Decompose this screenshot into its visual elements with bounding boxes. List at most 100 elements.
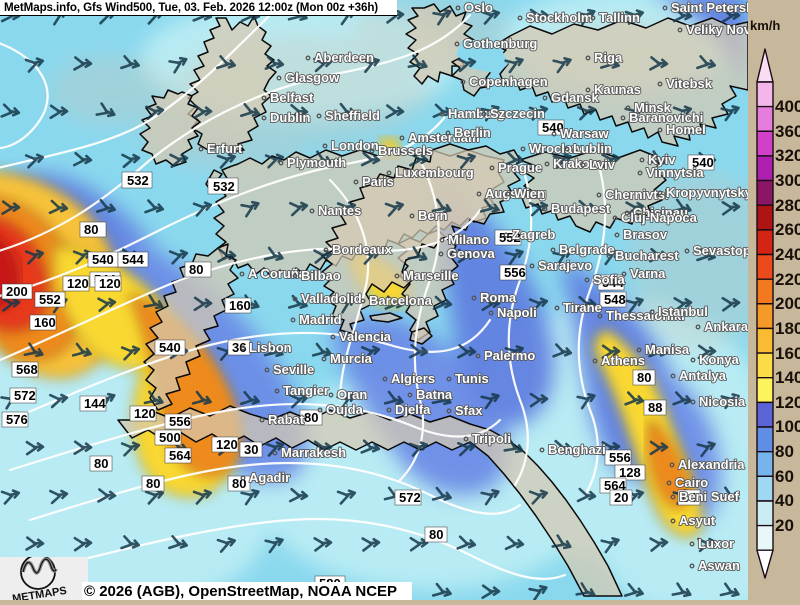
svg-text:160: 160 (34, 315, 56, 330)
svg-text:Bilbao: Bilbao (301, 268, 341, 283)
svg-text:572: 572 (14, 388, 36, 403)
svg-text:Luxembourg: Luxembourg (395, 165, 474, 180)
svg-text:200: 200 (6, 284, 28, 299)
svg-text:80: 80 (94, 456, 108, 471)
svg-text:532: 532 (213, 179, 235, 194)
svg-text:Sarajevo: Sarajevo (538, 258, 592, 273)
svg-text:Glasgow: Glasgow (285, 70, 340, 85)
svg-text:Genova: Genova (447, 246, 495, 261)
svg-text:220: 220 (775, 270, 800, 289)
svg-text:Valladolid: Valladolid (301, 291, 362, 306)
svg-text:Paris: Paris (362, 174, 394, 189)
svg-text:Asyut: Asyut (679, 513, 716, 528)
svg-text:100: 100 (775, 417, 800, 436)
svg-text:Alexandria: Alexandria (678, 457, 745, 472)
svg-text:Istanbul: Istanbul (658, 304, 708, 319)
svg-text:Riga: Riga (594, 50, 623, 65)
svg-text:Valencia: Valencia (339, 329, 392, 344)
svg-text:88: 88 (648, 400, 662, 415)
svg-text:Szczecin: Szczecin (490, 106, 545, 121)
svg-text:Erfurt: Erfurt (207, 141, 243, 156)
svg-text:564: 564 (169, 448, 191, 463)
svg-text:20: 20 (775, 516, 794, 535)
svg-text:556: 556 (609, 450, 631, 465)
svg-text:572: 572 (399, 490, 421, 505)
svg-text:548: 548 (604, 292, 626, 307)
svg-text:Marrakesh: Marrakesh (281, 445, 346, 460)
svg-text:Tripoli: Tripoli (472, 431, 511, 446)
svg-text:240: 240 (775, 245, 800, 264)
svg-text:Barcelona: Barcelona (369, 293, 433, 308)
svg-text:Milano: Milano (448, 232, 489, 247)
svg-text:Oslo: Oslo (464, 0, 493, 15)
svg-text:Homel: Homel (666, 122, 706, 137)
svg-text:Lublin: Lublin (573, 141, 612, 156)
svg-text:km/h: km/h (750, 18, 780, 33)
svg-text:Stockholm: Stockholm (526, 10, 592, 25)
svg-text:Napoli: Napoli (497, 305, 537, 320)
svg-text:20: 20 (614, 490, 628, 505)
svg-text:Agadir: Agadir (249, 470, 290, 485)
svg-text:Rabat: Rabat (268, 412, 305, 427)
svg-text:320: 320 (775, 146, 800, 165)
svg-text:540: 540 (92, 252, 114, 267)
svg-text:576: 576 (6, 412, 28, 427)
svg-text:Gothenburg: Gothenburg (463, 36, 537, 51)
svg-text:500: 500 (159, 430, 181, 445)
svg-text:Budapest: Budapest (551, 201, 611, 216)
svg-text:568: 568 (16, 362, 38, 377)
svg-text:400: 400 (775, 97, 800, 116)
svg-text:Varna: Varna (630, 266, 666, 281)
svg-text:160: 160 (775, 344, 800, 363)
svg-text:Palermo: Palermo (484, 348, 535, 363)
svg-text:180: 180 (775, 319, 800, 338)
svg-text:Saint Petersburg: Saint Petersburg (671, 0, 748, 15)
svg-text:80: 80 (304, 410, 318, 425)
svg-text:544: 544 (122, 252, 144, 267)
svg-text:80: 80 (189, 262, 203, 277)
svg-text:Konya: Konya (699, 352, 740, 367)
svg-text:Tangier: Tangier (283, 383, 329, 398)
svg-text:Gdansk: Gdansk (551, 90, 599, 105)
svg-text:80: 80 (775, 442, 794, 461)
svg-text:Belgrade: Belgrade (559, 242, 615, 257)
svg-text:540: 540 (159, 340, 181, 355)
svg-text:Ankara: Ankara (704, 319, 748, 334)
svg-text:160: 160 (229, 298, 251, 313)
svg-text:40: 40 (775, 491, 794, 510)
svg-text:144: 144 (84, 396, 106, 411)
svg-text:Djelfa: Djelfa (395, 402, 431, 417)
svg-text:Lisbon: Lisbon (249, 340, 292, 355)
svg-text:Sevastopol: Sevastopol (693, 243, 748, 258)
svg-text:Copenhagen: Copenhagen (469, 74, 548, 89)
svg-text:140: 140 (775, 368, 800, 387)
svg-text:Bucharest: Bucharest (615, 248, 679, 263)
svg-text:Berlin: Berlin (454, 125, 491, 140)
svg-text:Tunis: Tunis (455, 371, 489, 386)
svg-text:Tallinn: Tallinn (599, 10, 640, 25)
svg-text:Seville: Seville (273, 362, 314, 377)
svg-text:200: 200 (775, 294, 800, 313)
svg-text:30: 30 (244, 442, 258, 457)
svg-text:Vinnytsia: Vinnytsia (646, 165, 704, 180)
svg-text:Lviv: Lviv (589, 157, 616, 172)
svg-text:Cairo: Cairo (675, 475, 708, 490)
svg-text:360: 360 (775, 122, 800, 141)
svg-text:556: 556 (504, 265, 526, 280)
svg-text:120: 120 (134, 406, 156, 421)
svg-text:Brasov: Brasov (623, 227, 668, 242)
svg-text:Batna: Batna (416, 387, 453, 402)
svg-text:120: 120 (99, 276, 121, 291)
svg-text:Murcia: Murcia (330, 351, 373, 366)
svg-text:80: 80 (84, 222, 98, 237)
svg-text:Bern: Bern (418, 208, 448, 223)
svg-text:300: 300 (775, 171, 800, 190)
svg-text:120: 120 (775, 393, 800, 412)
svg-text:Aberdeen: Aberdeen (314, 50, 374, 65)
svg-text:Sheffield: Sheffield (325, 108, 380, 123)
svg-text:Plymouth: Plymouth (287, 155, 346, 170)
svg-text:Brussels: Brussels (378, 143, 433, 158)
svg-text:80: 80 (637, 370, 651, 385)
svg-text:280: 280 (775, 196, 800, 215)
svg-text:Warsaw: Warsaw (560, 126, 610, 141)
